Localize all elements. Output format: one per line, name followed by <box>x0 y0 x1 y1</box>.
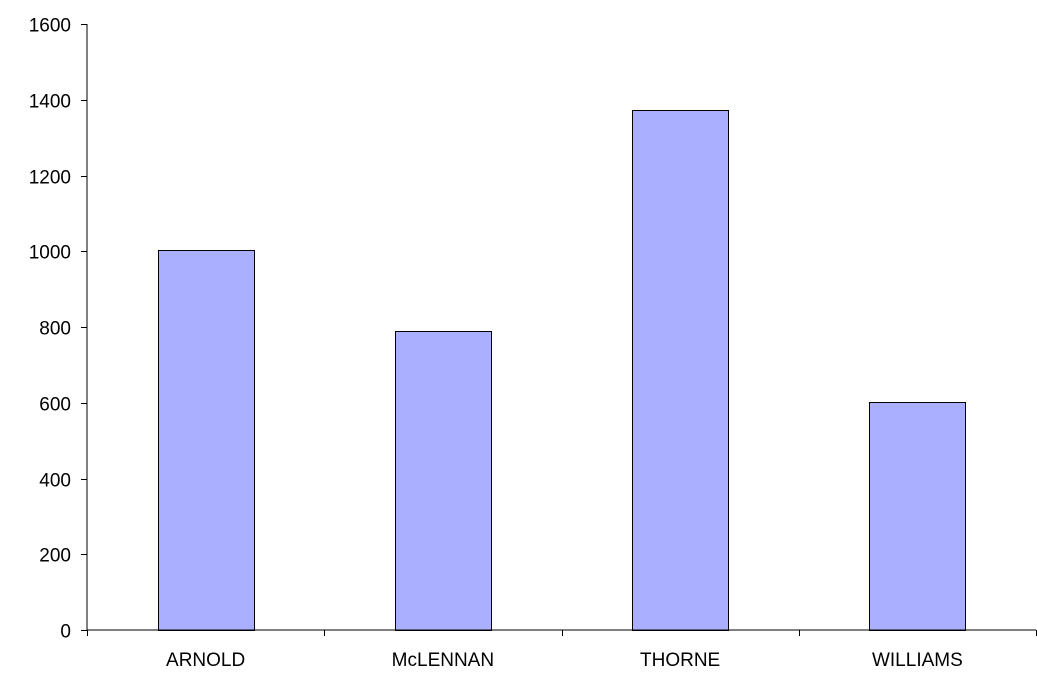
bar-arnold <box>158 250 255 631</box>
x-tick-label: McLENNAN <box>392 650 494 671</box>
x-ticks-group: ARNOLD McLENNAN THORNE WILLIAMS <box>87 630 1037 671</box>
y-tick-label: 600 <box>39 395 71 416</box>
y-tick-label: 1600 <box>29 16 71 37</box>
y-tick-label: 1400 <box>29 92 71 113</box>
x-tick-label: ARNOLD <box>166 650 245 671</box>
y-tick-label: 1200 <box>29 168 71 189</box>
x-tick-label: THORNE <box>640 650 720 671</box>
y-tick-label: 1000 <box>29 243 71 264</box>
x-tick-label: WILLIAMS <box>872 650 963 671</box>
bar-thorne <box>632 110 729 631</box>
y-tick-label: 0 <box>60 622 71 643</box>
bar-williams <box>869 402 966 631</box>
y-tick-label: 200 <box>39 546 71 567</box>
y-ticks-group: 0 200 400 600 800 1000 1200 1400 1600 <box>29 16 87 643</box>
bar-mclennan <box>395 331 492 631</box>
y-tick-label: 400 <box>39 471 71 492</box>
bars-group <box>158 110 966 631</box>
y-tick-label: 800 <box>39 319 71 340</box>
